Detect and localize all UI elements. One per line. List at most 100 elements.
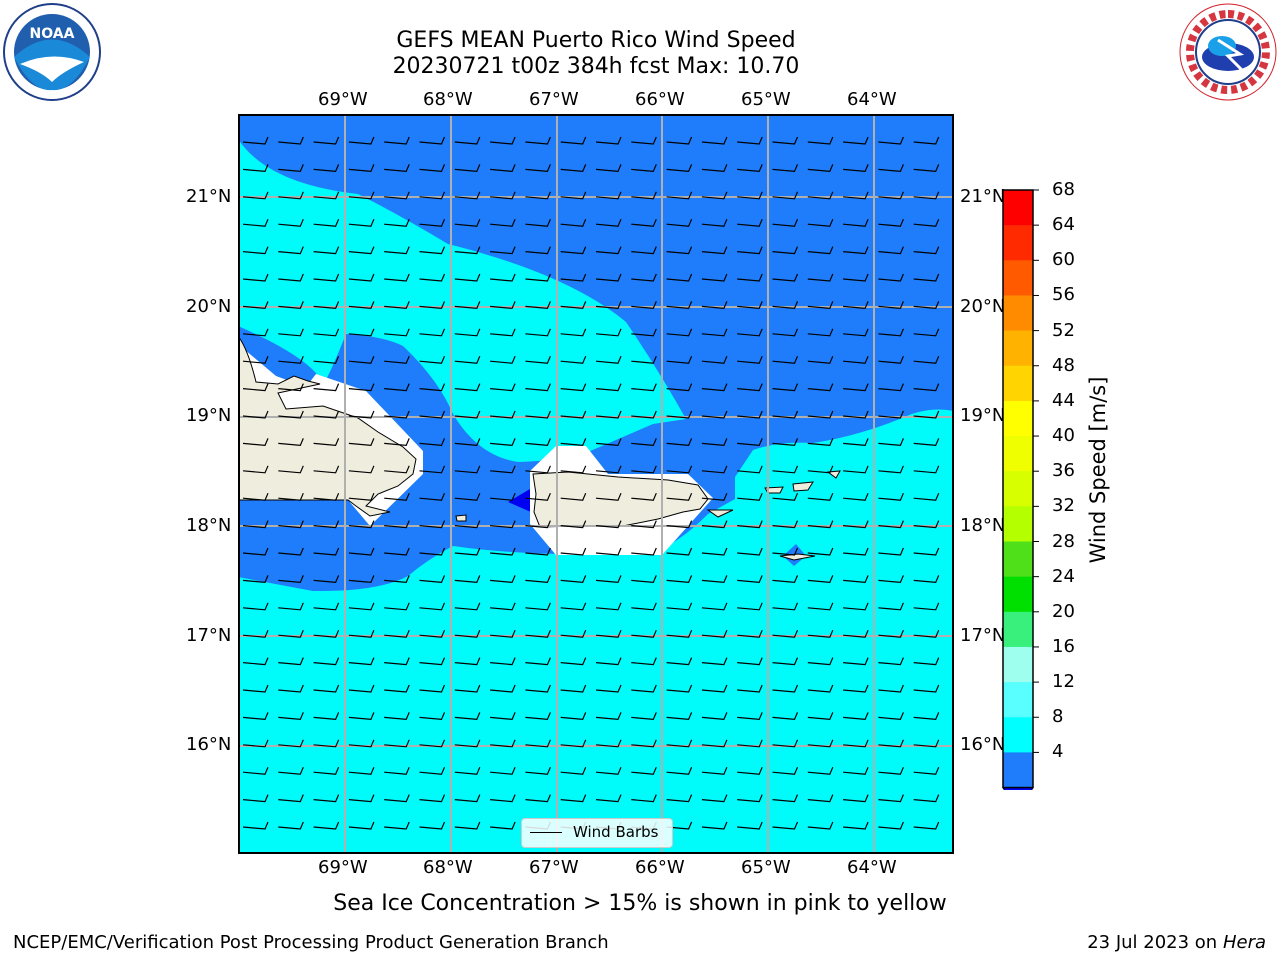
colorbar-tick-label: 44 [1052, 389, 1075, 411]
wind-barb [878, 821, 904, 830]
wind-barb [595, 136, 622, 145]
wind-barb [490, 410, 516, 419]
chart-subtitle: 20230721 t00z 384h fcst Max: 10.70 [392, 54, 800, 79]
wind-barb [560, 629, 587, 638]
island-outline [792, 481, 814, 492]
colorbar-segment [1003, 611, 1033, 648]
wind-barb [348, 136, 375, 145]
wind-barb [560, 465, 587, 474]
wind-barb [807, 438, 834, 447]
wind-barb [525, 602, 551, 611]
wind-barb [348, 766, 375, 775]
wind-barb [313, 465, 340, 474]
wind-barb [490, 794, 516, 803]
wind-barb [772, 492, 799, 501]
wind-barb [666, 191, 693, 200]
colorbar-segment [1003, 506, 1033, 542]
colorbar-tick-label: 16 [1052, 635, 1075, 657]
wind-barb [278, 657, 304, 666]
wind-barb [772, 547, 799, 556]
wind-barb [313, 328, 340, 337]
wind-barb [772, 712, 799, 721]
wind-barb [772, 794, 799, 803]
wind-barb [595, 575, 622, 584]
wind-barb [278, 465, 304, 474]
wind-barb [631, 575, 657, 584]
colorbar-tick-label: 28 [1052, 530, 1075, 552]
wind-barb [666, 355, 693, 364]
wind-barb [772, 410, 799, 419]
colorbar-segment [1003, 436, 1033, 472]
wind-barb [701, 766, 728, 775]
wind-barb [384, 712, 410, 721]
wind-barb [313, 410, 340, 419]
wind-barb [490, 657, 516, 666]
wind-barb [490, 520, 516, 529]
wind-barb [242, 218, 269, 227]
lat-label: 16°N [960, 734, 1006, 755]
wind-barb [807, 766, 834, 775]
wind-barb [525, 355, 551, 364]
wind-barb [313, 547, 340, 556]
wind-barb [313, 383, 340, 392]
wind-barb [913, 410, 940, 419]
wind-barb [737, 438, 763, 447]
wind-barb [348, 739, 375, 748]
wind-barb [913, 383, 940, 392]
wind-barb [454, 629, 481, 638]
wind-barb [631, 164, 657, 173]
wind-barb [807, 191, 834, 200]
lat-label: 19°N [960, 405, 1006, 426]
wind-barb [348, 246, 375, 255]
wind-barb [878, 520, 904, 529]
wind-barb [666, 218, 693, 227]
wind-barb [560, 246, 587, 255]
wind-barb [595, 465, 622, 474]
wind-barb [242, 465, 269, 474]
wind-barb [419, 465, 446, 474]
wind-barb [595, 355, 622, 364]
wind-barb [595, 246, 622, 255]
wind-barb [878, 657, 904, 666]
wind-barb [242, 246, 269, 255]
wind-barb [701, 520, 728, 529]
wind-barb [878, 191, 904, 200]
wind-barb [313, 629, 340, 638]
wind-barb [666, 465, 693, 474]
colorbar-tick-label: 36 [1052, 460, 1075, 482]
calm-patch [508, 489, 531, 512]
wind-barb [701, 821, 728, 830]
wind-barb [490, 438, 516, 447]
wind-barb [384, 136, 410, 145]
wind-barb [631, 657, 657, 666]
wind-barb [595, 684, 622, 693]
wind-barb [631, 328, 657, 337]
wind-barb [772, 383, 799, 392]
wind-barb [348, 273, 375, 282]
wind-barb [278, 684, 304, 693]
lon-label: 67°W [529, 857, 579, 878]
wind-barb [525, 191, 551, 200]
wind-barb [525, 629, 551, 638]
wind-barb [595, 273, 622, 282]
wind-barb [384, 520, 410, 529]
wind-barb [242, 575, 269, 584]
wind-barb [560, 328, 587, 337]
wind-barb [772, 465, 799, 474]
wind-barb [878, 712, 904, 721]
colorbar-tick-label: 40 [1052, 425, 1075, 447]
wind-barb [242, 492, 269, 501]
wind-barb [666, 657, 693, 666]
wind-barb [454, 520, 481, 529]
wind-barb [242, 794, 269, 803]
wind-barb [737, 712, 763, 721]
wind-barb [384, 383, 410, 392]
wind-barb [666, 821, 693, 830]
wind-barb [631, 602, 657, 611]
wind-barb [525, 520, 551, 529]
footer-credit: NCEP/EMC/Verification Post Processing Pr… [13, 932, 609, 953]
lon-label: 66°W [635, 89, 685, 110]
wind-barb [278, 602, 304, 611]
wind-barb [313, 492, 340, 501]
wind-barb [490, 575, 516, 584]
